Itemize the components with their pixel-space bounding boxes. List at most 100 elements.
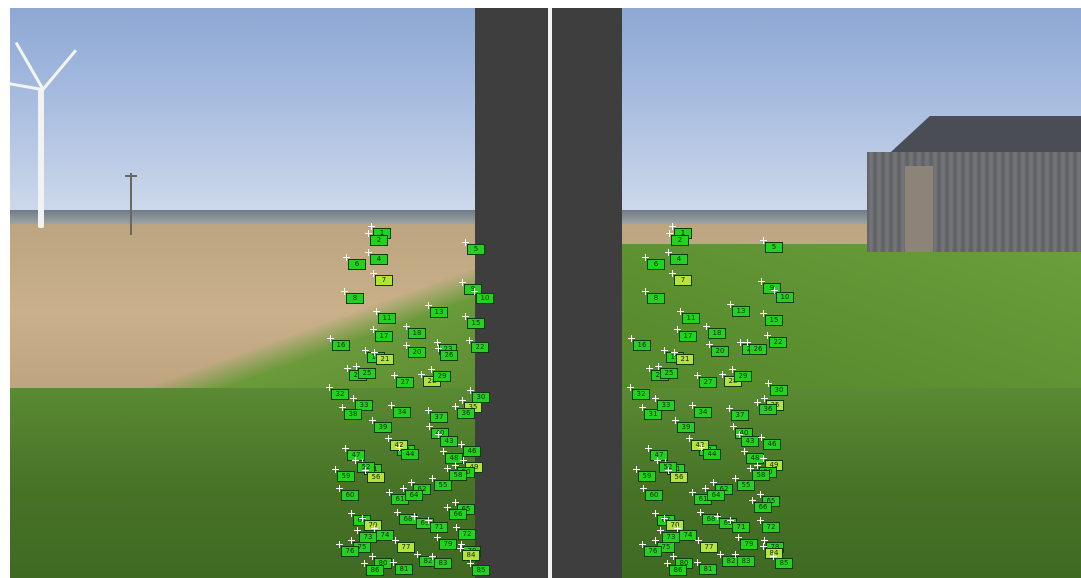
crosshair-icon [642,288,649,295]
barn-roof [886,116,1081,156]
match-point-label: 25 [660,368,678,379]
match-point-label: 17 [679,331,697,342]
match-point-label: 10 [776,292,794,303]
match-point-label: 33 [657,400,675,411]
crosshair-icon [669,223,676,230]
crosshair-icon [758,278,765,285]
match-point-label: 58 [752,470,770,481]
match-point-label: 44 [401,449,419,460]
crosshair-icon [336,485,343,492]
crosshair-icon [373,308,380,315]
crosshair-icon [727,301,734,308]
match-point-label: 39 [374,422,392,433]
match-point-label: 5 [765,242,783,253]
crosshair-icon [460,457,467,464]
crosshair-icon [341,288,348,295]
match-point-label: 26 [749,344,767,355]
match-point-label: 64 [707,490,725,501]
crosshair-icon [339,404,346,411]
crosshair-icon [760,237,767,244]
crosshair-icon [677,308,684,315]
match-point-label: 44 [703,449,721,460]
crosshair-icon [627,384,634,391]
crosshair-icon [695,537,702,544]
match-point-label: 74 [376,530,394,541]
match-point-label: 36 [759,404,777,415]
crosshair-icon [674,525,681,532]
match-point-label: 4 [670,254,688,265]
crosshair-icon [425,517,432,524]
crosshair-icon [350,395,357,402]
crosshair-icon [732,551,739,558]
crosshair-icon [429,553,436,560]
crosshair-icon [758,434,765,441]
crosshair-icon [343,254,350,261]
match-point-label: 29 [433,371,451,382]
match-point-label: 21 [376,354,394,365]
crosshair-icon [332,466,339,473]
crosshair-icon [365,230,372,237]
right-image-pane[interactable]: 1245678910111315161718192021222324252627… [552,8,1081,578]
match-point-label: 60 [341,490,359,501]
crosshair-icon [698,444,705,451]
crosshair-icon [764,332,771,339]
crosshair-icon [370,326,377,333]
crosshair-icon [654,457,661,464]
match-point-label: 16 [332,340,350,351]
crosshair-icon [344,365,351,372]
match-point-label: 71 [732,522,750,533]
crosshair-icon [669,270,676,277]
match-point-label: 77 [700,542,718,553]
crosshair-icon [639,541,646,548]
crosshair-icon [369,553,376,560]
crosshair-icon [771,287,778,294]
crosshair-icon [359,515,366,522]
crosshair-icon [411,513,418,520]
left-image-pane[interactable]: 1245678910111315161718192021222324252627… [10,8,548,578]
crosshair-icon [770,553,777,560]
crosshair-icon [661,515,668,522]
crosshair-icon [429,475,436,482]
match-point-label: 38 [344,409,362,420]
crosshair-icon [391,372,398,379]
match-point-label: 56 [670,472,688,483]
utility-pole [130,173,132,235]
crosshair-icon [390,559,397,566]
match-point-label: 46 [463,446,481,457]
match-point-label: 79 [439,539,457,550]
match-point-label: 42 [691,440,709,451]
crosshair-icon [462,313,469,320]
crosshair-icon [633,466,640,473]
crosshair-icon [348,537,355,544]
match-point-label: 71 [430,522,448,533]
match-point-label: 37 [430,412,448,423]
crosshair-icon [665,467,672,474]
crosshair-icon [385,435,392,442]
crosshair-icon [670,553,677,560]
pane-divider[interactable] [548,8,552,578]
crosshair-icon [354,527,361,534]
crosshair-icon [765,380,772,387]
crosshair-icon [736,431,743,438]
crosshair-icon [392,537,399,544]
crosshair-icon [459,279,466,286]
crosshair-icon [747,465,754,472]
crosshair-icon [458,441,465,448]
match-point-label: 22 [769,337,787,348]
crosshair-icon [640,485,647,492]
match-point-label: 25 [358,368,376,379]
crosshair-icon [388,402,395,409]
crosshair-icon [714,513,721,520]
match-point-label: 11 [682,313,700,324]
wind-turbine-tower [38,88,44,228]
crosshair-icon [408,479,415,486]
crosshair-icon [353,363,360,370]
barn-door [905,166,933,252]
crosshair-icon [703,323,710,330]
crosshair-icon [642,254,649,261]
crosshair-icon [434,339,441,346]
match-point-label: 43 [741,436,759,447]
crosshair-icon [760,310,767,317]
match-point-label: 18 [708,328,726,339]
match-point-label: 15 [765,315,783,326]
